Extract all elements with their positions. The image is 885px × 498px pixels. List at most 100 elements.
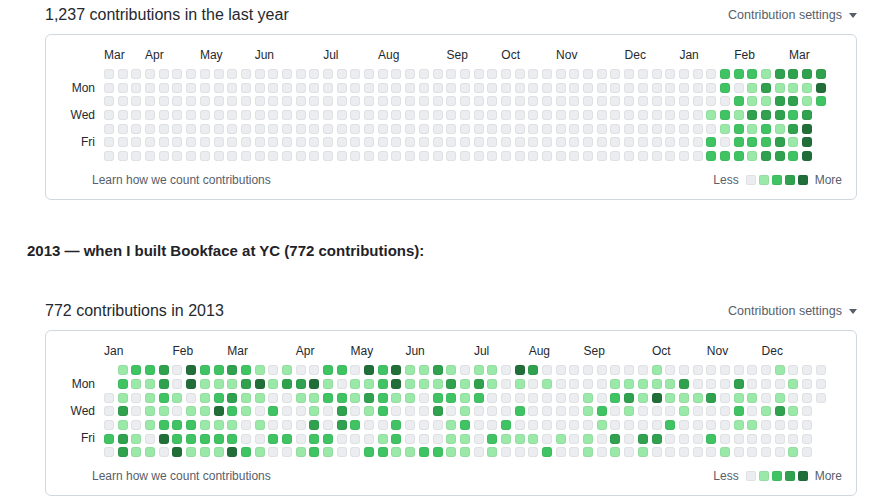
contribution-cell[interactable] [734,124,744,134]
contribution-cell[interactable] [419,379,429,389]
contribution-cell[interactable] [515,151,525,161]
contribution-cell[interactable] [638,393,648,403]
contribution-cell[interactable] [788,365,798,375]
contribution-cell[interactable] [131,151,141,161]
contribution-cell[interactable] [104,447,114,457]
contribution-cell[interactable] [460,447,470,457]
contribution-cell[interactable] [214,406,224,416]
contribution-cell[interactable] [391,365,401,375]
contribution-cell[interactable] [569,406,579,416]
contribution-cell[interactable] [515,83,525,93]
contribution-cell[interactable] [679,151,689,161]
contribution-cell[interactable] [597,96,607,106]
contribution-cell[interactable] [747,420,757,430]
contribution-cell[interactable] [241,96,251,106]
contribution-cell[interactable] [337,447,347,457]
contribution-cell[interactable] [323,447,333,457]
contribution-cell[interactable] [145,124,155,134]
contribution-cell[interactable] [583,379,593,389]
contribution-cell[interactable] [323,420,333,430]
contribution-cell[interactable] [761,96,771,106]
contribution-cell[interactable] [282,365,292,375]
contribution-cell[interactable] [816,69,826,79]
contribution-cell[interactable] [337,365,347,375]
contribution-cell[interactable] [665,137,675,147]
contribution-cell[interactable] [186,365,196,375]
contribution-cell[interactable] [364,434,374,444]
contribution-cell[interactable] [323,124,333,134]
contribution-cell[interactable] [159,151,169,161]
contribution-cell[interactable] [706,137,716,147]
contribution-cell[interactable] [665,434,675,444]
contribution-cell[interactable] [665,365,675,375]
contribution-cell[interactable] [172,137,182,147]
contribution-cell[interactable] [350,393,360,403]
contribution-cell[interactable] [802,447,812,457]
contribution-cell[interactable] [118,110,128,120]
contribution-cell[interactable] [227,379,237,389]
contribution-cell[interactable] [652,447,662,457]
contribution-cell[interactable] [433,137,443,147]
contribution-cell[interactable] [583,365,593,375]
contribution-cell[interactable] [597,110,607,120]
contribution-cell[interactable] [652,420,662,430]
contribution-cell[interactable] [227,420,237,430]
contribution-cell[interactable] [788,151,798,161]
contribution-cell[interactable] [446,434,456,444]
contribution-cell[interactable] [734,406,744,416]
contribution-cell[interactable] [583,69,593,79]
contribution-cell[interactable] [501,365,511,375]
contribution-cell[interactable] [747,83,757,93]
contribution-cell[interactable] [761,137,771,147]
contribution-cell[interactable] [679,365,689,375]
contribution-cell[interactable] [474,379,484,389]
contribution-cell[interactable] [227,447,237,457]
contribution-cell[interactable] [118,379,128,389]
contribution-cell[interactable] [433,379,443,389]
contribution-cell[interactable] [679,379,689,389]
contribution-cell[interactable] [802,365,812,375]
contribution-cell[interactable] [282,406,292,416]
contribution-cell[interactable] [227,83,237,93]
contribution-cell[interactable] [556,379,566,389]
contribution-cell[interactable] [159,137,169,147]
contribution-cell[interactable] [693,393,703,403]
contribution-cell[interactable] [460,365,470,375]
contribution-cell[interactable] [446,69,456,79]
contribution-cell[interactable] [323,434,333,444]
contribution-cell[interactable] [282,379,292,389]
contribution-cell[interactable] [734,83,744,93]
contribution-cell[interactable] [528,447,538,457]
contribution-cell[interactable] [364,137,374,147]
contribution-cell[interactable] [433,447,443,457]
contribution-cell[interactable] [665,420,675,430]
contribution-cell[interactable] [638,151,648,161]
contribution-cell[interactable] [227,96,237,106]
contribution-cell[interactable] [419,393,429,403]
contribution-cell[interactable] [597,393,607,403]
contribution-cell[interactable] [652,434,662,444]
contribution-cell[interactable] [159,69,169,79]
contribution-cell[interactable] [309,151,319,161]
contribution-cell[interactable] [556,393,566,403]
contribution-cell[interactable] [528,83,538,93]
contribution-cell[interactable] [255,365,265,375]
contribution-cell[interactable] [775,393,785,403]
contribution-cell[interactable] [296,69,306,79]
contribution-cell[interactable] [665,124,675,134]
contribution-cell[interactable] [323,406,333,416]
contribution-cell[interactable] [501,420,511,430]
contribution-cell[interactable] [200,124,210,134]
contribution-cell[interactable] [556,137,566,147]
contribution-cell[interactable] [501,110,511,120]
contribution-cell[interactable] [309,447,319,457]
contribution-cell[interactable] [282,434,292,444]
contribution-cell[interactable] [610,379,620,389]
contribution-cell[interactable] [350,137,360,147]
contribution-cell[interactable] [309,110,319,120]
contribution-cell[interactable] [569,365,579,375]
contribution-cell[interactable] [131,83,141,93]
contribution-cell[interactable] [474,96,484,106]
contribution-cell[interactable] [172,379,182,389]
contribution-cell[interactable] [145,151,155,161]
